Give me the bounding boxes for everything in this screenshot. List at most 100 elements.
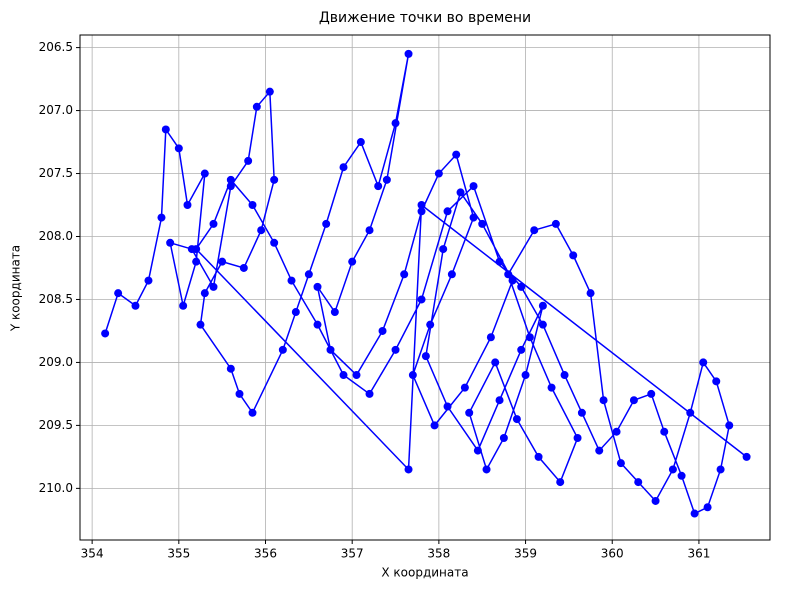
point-marker — [525, 333, 534, 342]
point-marker — [551, 219, 560, 228]
point-marker — [239, 263, 248, 272]
point-marker — [460, 383, 469, 392]
point-marker — [521, 371, 530, 380]
point-marker — [365, 389, 374, 398]
point-marker — [192, 245, 201, 254]
point-marker — [599, 396, 608, 405]
point-marker — [200, 289, 209, 298]
point-marker — [469, 182, 478, 191]
point-marker — [322, 219, 331, 228]
point-marker — [192, 257, 201, 266]
x-tick-label: 354 — [81, 547, 104, 561]
point-marker — [244, 156, 253, 165]
point-marker — [400, 270, 409, 279]
point-marker — [430, 421, 439, 430]
point-marker — [452, 150, 461, 159]
point-marker — [616, 459, 625, 468]
point-marker — [226, 364, 235, 373]
y-tick-label: 208.0 — [39, 229, 73, 243]
chart-title: Движение точки во времени — [319, 10, 531, 26]
series-line — [104, 53, 748, 515]
point-marker — [235, 389, 244, 398]
point-marker — [200, 169, 209, 178]
point-marker — [742, 452, 751, 461]
x-tick-label: 359 — [514, 547, 537, 561]
point-marker — [270, 238, 279, 247]
point-marker — [577, 408, 586, 417]
x-tick-label: 356 — [254, 547, 277, 561]
x-tick-label: 360 — [601, 547, 624, 561]
point-marker — [330, 308, 339, 317]
point-marker — [313, 282, 322, 291]
point-marker — [478, 219, 487, 228]
point-marker — [313, 320, 322, 329]
point-marker — [166, 238, 175, 247]
point-marker — [508, 276, 517, 285]
point-marker — [248, 201, 257, 210]
point-marker — [538, 301, 547, 310]
point-marker — [209, 282, 218, 291]
point-marker — [595, 446, 604, 455]
point-marker — [677, 471, 686, 480]
y-tick-label: 209.0 — [39, 355, 73, 369]
point-marker — [469, 213, 478, 222]
point-marker — [417, 201, 426, 210]
point-marker — [530, 226, 539, 235]
point-marker — [226, 182, 235, 191]
point-marker — [499, 433, 508, 442]
x-axis-label: X координата — [381, 566, 468, 580]
point-marker — [725, 421, 734, 430]
point-marker — [378, 326, 387, 335]
point-marker — [443, 207, 452, 216]
point-marker — [495, 257, 504, 266]
point-marker — [686, 408, 695, 417]
point-marker — [278, 345, 287, 354]
point-marker — [161, 125, 170, 134]
point-marker — [417, 207, 426, 216]
point-marker — [144, 276, 153, 285]
point-marker — [339, 163, 348, 172]
point-marker — [556, 478, 565, 487]
point-marker — [465, 408, 474, 417]
y-axis-label: Y координата — [9, 245, 23, 332]
point-marker — [101, 329, 110, 338]
x-tick-label: 355 — [167, 547, 190, 561]
point-marker — [443, 402, 452, 411]
point-marker — [456, 188, 465, 197]
point-marker — [447, 270, 456, 279]
point-marker — [257, 226, 266, 235]
point-marker — [291, 308, 300, 317]
point-marker — [391, 345, 400, 354]
point-marker — [547, 383, 556, 392]
y-tick-label: 207.5 — [39, 166, 73, 180]
point-marker — [517, 345, 526, 354]
point-marker — [374, 182, 383, 191]
point-marker — [304, 270, 313, 279]
point-marker — [690, 509, 699, 518]
x-tick-label: 358 — [427, 547, 450, 561]
point-marker — [629, 396, 638, 405]
point-marker — [504, 270, 513, 279]
x-tick-label: 361 — [687, 547, 710, 561]
point-marker — [517, 282, 526, 291]
point-marker — [473, 446, 482, 455]
point-marker — [248, 408, 257, 417]
point-marker — [417, 295, 426, 304]
y-tick-label: 206.5 — [39, 40, 73, 54]
point-marker — [265, 87, 274, 96]
point-marker — [426, 320, 435, 329]
y-tick-label: 208.5 — [39, 292, 73, 306]
point-marker — [391, 119, 400, 128]
point-marker — [495, 396, 504, 405]
point-marker — [252, 102, 261, 111]
point-marker — [404, 49, 413, 58]
x-tick-label: 357 — [341, 547, 364, 561]
point-marker — [482, 465, 491, 474]
point-marker — [486, 333, 495, 342]
point-marker — [538, 320, 547, 329]
point-marker — [352, 371, 361, 380]
point-marker — [114, 289, 123, 298]
point-marker — [218, 257, 227, 266]
point-marker — [174, 144, 183, 153]
